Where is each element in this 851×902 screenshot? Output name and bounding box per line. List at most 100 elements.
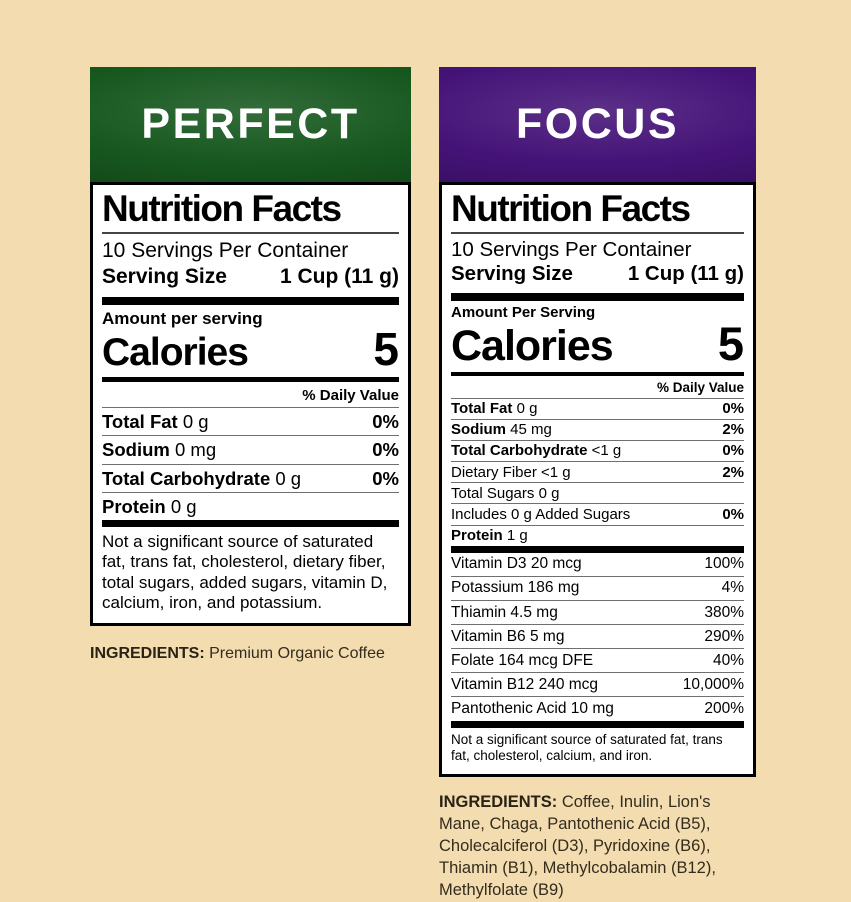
nutrient-amount: 0 mg	[174, 439, 217, 461]
nutrient-row-protein: Protein 0 g	[102, 493, 399, 520]
vitamin-name: Vitamin D3 20 mcg	[451, 555, 582, 573]
nutrient-dv: 0%	[372, 411, 399, 433]
nutrient-amount: 1 g	[506, 527, 528, 545]
divider	[451, 231, 744, 234]
focus-ingredients: INGREDIENTS: Coffee, Inulin, Lion's Mane…	[439, 792, 756, 902]
nutrient-dv: 0%	[372, 439, 399, 461]
nutrient-amount: 0 g	[182, 411, 209, 433]
nutrient-row-total-fat: Total Fat 0 g 0%	[102, 408, 399, 437]
vitamin-row-folate: Folate 164 mcg DFE 40%	[451, 649, 744, 674]
vitamin-name: Pantothenic Acid 10 mg	[451, 699, 614, 717]
vitamin-dv: 290%	[704, 627, 744, 645]
vitamin-name: Folate 164 mcg DFE	[451, 651, 594, 669]
nutrient-name: Total Fat	[451, 400, 513, 418]
serving-size-row: Serving Size 1 Cup (11 g)	[102, 264, 399, 290]
not-significant-footnote: Not a significant source of saturated fa…	[451, 731, 723, 764]
calories-row: Calories 5	[102, 323, 399, 376]
nutrient-name: Total Carbohydrate	[102, 467, 271, 489]
daily-value-header: % Daily Value	[451, 376, 744, 399]
vitamin-row-thiamin: Thiamin 4.5 mg 380%	[451, 601, 744, 626]
nutrient-name: Total Sugars	[451, 484, 535, 502]
focus-column: FOCUS Nutrition Facts 10 Servings Per Co…	[439, 67, 756, 902]
vitamin-row-pantothenic-acid: Pantothenic Acid 10 mg 200%	[451, 697, 744, 720]
calories-value: 5	[717, 316, 744, 370]
serving-size-value: 1 Cup (11 g)	[279, 264, 399, 288]
perfect-nutrition-panel: Nutrition Facts 10 Servings Per Containe…	[90, 182, 411, 626]
nutrient-dv: 2%	[722, 421, 744, 439]
calories-row: Calories 5	[451, 316, 744, 370]
nutrient-name: Total Carbohydrate	[451, 442, 588, 460]
label-comparison-image: PERFECT Nutrition Facts 10 Servings Per …	[90, 67, 756, 899]
vitamin-row-potassium: Potassium 186 mg 4%	[451, 577, 744, 602]
nutrient-row-total-sugars: Total Sugars 0 g	[451, 483, 744, 505]
nutrition-facts-title: Nutrition Facts	[451, 188, 691, 229]
calories-label: Calories	[451, 321, 614, 370]
nutrient-amount: 0 g	[170, 495, 197, 517]
nutrient-name: Protein	[102, 495, 166, 517]
nutrient-amount: <1 g	[541, 463, 571, 481]
nutrient-name: Sodium	[102, 439, 170, 461]
nutrient-dv: 0%	[722, 400, 744, 418]
nutrient-dv: 0%	[722, 505, 744, 523]
nutrient-name: Includes 0 g Added Sugars	[451, 505, 631, 523]
divider	[102, 231, 399, 234]
focus-banner-title: FOCUS	[516, 100, 679, 148]
nutrient-row-protein: Protein 1 g	[451, 526, 744, 546]
nutrient-name: Dietary Fiber	[451, 463, 537, 481]
vitamin-dv: 10,000%	[682, 675, 744, 693]
servings-per-container: 10 Servings Per Container	[102, 238, 349, 262]
nutrient-amount: 45 mg	[510, 421, 552, 439]
perfect-banner-title: PERFECT	[141, 100, 360, 148]
focus-nutrition-panel: Nutrition Facts 10 Servings Per Containe…	[439, 182, 756, 778]
vitamin-dv: 4%	[721, 579, 744, 597]
mid-divider	[102, 377, 399, 383]
vitamin-row-d3: Vitamin D3 20 mcg 100%	[451, 553, 744, 577]
nutrient-row-total-carbohydrate: Total Carbohydrate <1 g 0%	[451, 441, 744, 463]
vitamin-dv: 100%	[704, 555, 744, 573]
mid-divider	[451, 371, 744, 376]
serving-size-label: Serving Size	[102, 264, 227, 288]
thick-divider	[451, 720, 744, 728]
ingredients-text: Premium Organic Coffee	[209, 644, 385, 662]
servings-per-container: 10 Servings Per Container	[451, 237, 692, 261]
vitamin-dv: 200%	[704, 699, 744, 717]
amount-per-serving: Amount per serving	[102, 308, 263, 328]
vitamin-name: Potassium 186 mg	[451, 579, 580, 597]
nutrient-row-sodium: Sodium 45 mg 2%	[451, 420, 744, 441]
nutrient-row-sodium: Sodium 0 mg 0%	[102, 436, 399, 465]
nutrient-amount: <1 g	[591, 442, 622, 460]
nutrition-facts-title: Nutrition Facts	[102, 188, 342, 229]
vitamin-name: Vitamin B12 240 mcg	[451, 675, 599, 693]
vitamin-row-b6: Vitamin B6 5 mg 290%	[451, 625, 744, 650]
calories-value: 5	[373, 323, 399, 376]
daily-value-header: % Daily Value	[102, 382, 399, 409]
vitamin-dv: 380%	[704, 603, 744, 621]
vitamin-dv: 40%	[712, 651, 744, 669]
ingredients-label: INGREDIENTS:	[439, 793, 558, 812]
not-significant-footnote: Not a significant source of saturated fa…	[102, 531, 388, 613]
nutrient-dv: 0%	[372, 467, 399, 489]
nutrient-row-dietary-fiber: Dietary Fiber <1 g 2%	[451, 462, 744, 484]
nutrient-dv: 0%	[722, 442, 744, 460]
vitamin-name: Thiamin 4.5 mg	[451, 603, 558, 621]
nutrient-amount: 0 g	[516, 400, 538, 418]
calories-label: Calories	[102, 331, 249, 375]
serving-size-row: Serving Size 1 Cup (11 g)	[451, 262, 744, 287]
vitamin-name: Vitamin B6 5 mg	[451, 627, 565, 645]
thick-divider	[451, 293, 744, 302]
thick-divider	[451, 545, 744, 553]
nutrient-row-total-carbohydrate: Total Carbohydrate 0 g 0%	[102, 465, 399, 493]
thick-divider	[102, 296, 399, 305]
nutrient-name: Total Fat	[102, 411, 178, 433]
vitamin-row-b12: Vitamin B12 240 mcg 10,000%	[451, 673, 744, 698]
nutrient-row-added-sugars: Includes 0 g Added Sugars 0%	[451, 504, 744, 526]
nutrient-dv: 2%	[722, 463, 744, 481]
nutrient-name: Protein	[451, 527, 503, 545]
perfect-banner: PERFECT	[90, 67, 411, 182]
serving-size-value: 1 Cup (11 g)	[627, 262, 744, 286]
nutrient-row-total-fat: Total Fat 0 g 0%	[451, 399, 744, 420]
amount-per-serving: Amount Per Serving	[451, 304, 596, 322]
nutrient-name: Sodium	[451, 421, 506, 439]
perfect-ingredients: INGREDIENTS: Premium Organic Coffee	[90, 643, 411, 664]
ingredients-label: INGREDIENTS:	[90, 644, 205, 662]
